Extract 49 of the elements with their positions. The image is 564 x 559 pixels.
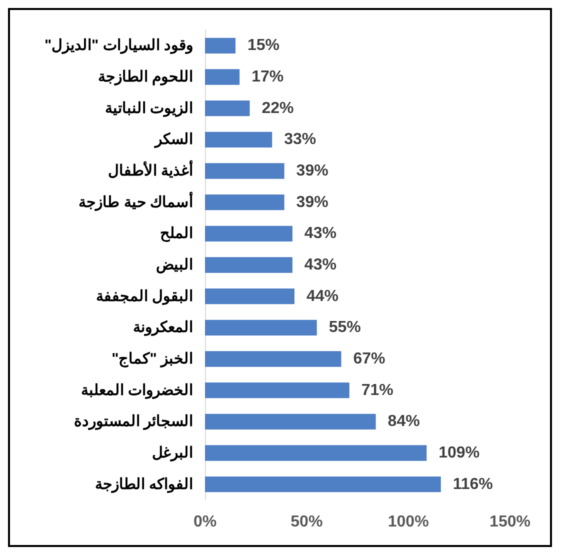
- bar: [205, 69, 240, 85]
- bar: [205, 132, 272, 148]
- y-tick-label: البيض: [156, 256, 193, 274]
- bar: [205, 38, 236, 54]
- y-tick-label: السجائر المستوردة: [74, 413, 193, 430]
- y-tick-label: أسماك حية طازجة: [78, 190, 193, 211]
- y-tick-label: السكر: [154, 131, 193, 148]
- data-label: 67%: [353, 350, 386, 368]
- x-tick-label: 0%: [193, 514, 217, 530]
- y-tick-label: وقود السيارات "الديزل": [44, 37, 193, 54]
- bar: [205, 226, 292, 242]
- data-label: 39%: [296, 194, 328, 211]
- y-tick-label: الفواكه الطازجة: [94, 476, 193, 493]
- data-label: 44%: [306, 288, 338, 305]
- y-tick-label: أغذية الأطفال: [108, 160, 193, 180]
- data-label: 71%: [361, 382, 394, 399]
- y-tick-label: البرغل: [152, 444, 193, 462]
- bar: [205, 100, 250, 116]
- y-tick-label: الزيوت النباتية: [104, 100, 193, 117]
- bar: [205, 382, 350, 398]
- data-label: 43%: [304, 256, 336, 274]
- y-tick-label: الملح: [160, 225, 193, 242]
- data-label: 116%: [452, 476, 493, 493]
- y-tick-label: المعكرونة: [133, 319, 193, 336]
- data-label: 22%: [262, 100, 294, 117]
- data-label: 84%: [388, 413, 420, 430]
- x-tick-label: 150%: [490, 514, 530, 530]
- x-tick-label: 100%: [388, 514, 429, 530]
- bar: [205, 320, 317, 336]
- bar: [205, 351, 342, 367]
- data-label: 15%: [248, 37, 280, 54]
- data-label: 39%: [296, 162, 328, 180]
- bar: [205, 163, 284, 179]
- bar: [205, 476, 441, 492]
- bar: [205, 257, 292, 273]
- data-label: 17%: [252, 68, 284, 86]
- y-tick-label: الخضروات المعلبة: [80, 382, 193, 399]
- data-label: 109%: [438, 444, 480, 462]
- y-tick-label: البقول المجففة: [96, 288, 193, 305]
- y-tick-label: الخبز "كماج": [112, 350, 193, 368]
- bar: [205, 445, 427, 461]
- data-label: 33%: [284, 131, 316, 148]
- bar: [205, 194, 284, 210]
- data-label: 43%: [304, 225, 336, 242]
- bar: [205, 414, 376, 430]
- bar: [205, 288, 294, 304]
- data-label: 55%: [328, 319, 361, 336]
- y-tick-label: اللحوم الطازجة: [98, 68, 193, 86]
- x-tick-label: 50%: [290, 514, 323, 530]
